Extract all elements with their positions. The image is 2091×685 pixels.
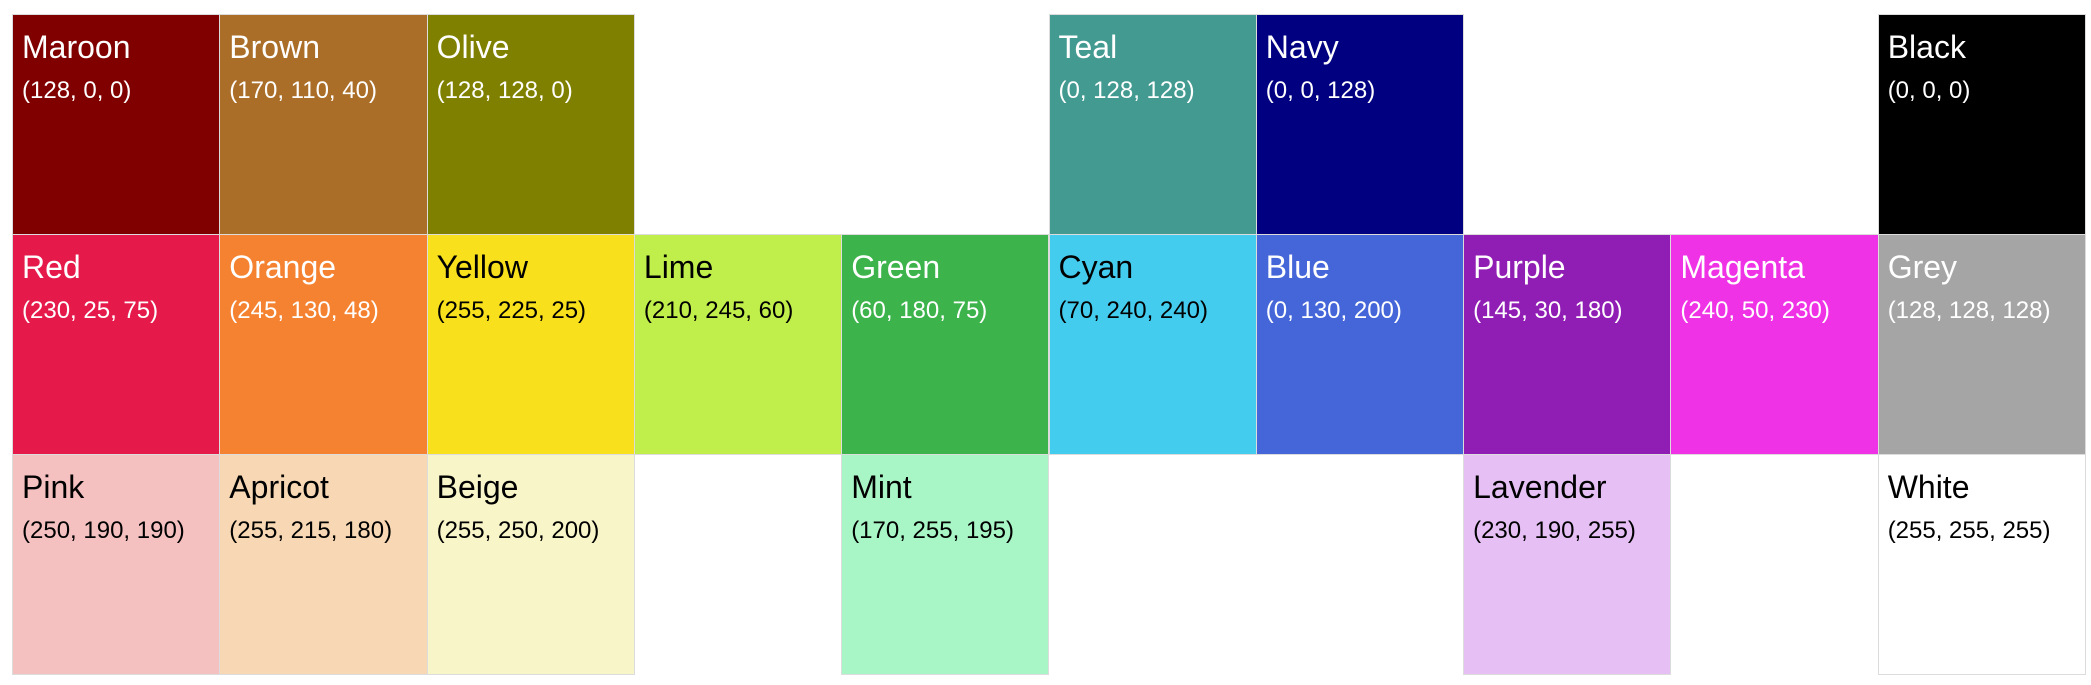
color-swatch-teal: Teal (0, 128, 128)	[1048, 14, 1257, 235]
color-swatch-cyan: Cyan (70, 240, 240)	[1048, 234, 1257, 455]
color-swatch-red: Red (230, 25, 75)	[12, 234, 221, 455]
color-swatch-purple: Purple (145, 30, 180)	[1463, 234, 1672, 455]
swatch-name: Apricot	[229, 469, 329, 505]
swatch-rgb-value: (255, 255, 255)	[1887, 517, 2051, 544]
color-swatch-green: Green (60, 180, 75)	[841, 234, 1050, 455]
swatch-name: White	[1887, 469, 1970, 505]
swatch-name: Maroon	[22, 29, 131, 65]
swatch-name: Blue	[1265, 249, 1330, 285]
swatch-name: Grey	[1887, 249, 1958, 285]
swatch-name: Mint	[851, 469, 912, 505]
swatch-name: Lime	[643, 249, 714, 285]
swatch-name: Orange	[229, 249, 337, 285]
color-swatch-white: White (255, 255, 255)	[1877, 454, 2086, 675]
color-swatch-maroon: Maroon (128, 0, 0)	[12, 14, 221, 235]
swatch-name: Magenta	[1680, 249, 1805, 285]
swatch-rgb-value: (128, 128, 0)	[436, 77, 573, 104]
color-swatch-grey: Grey (128, 128, 128)	[1877, 234, 2086, 455]
swatch-rgb-value: (250, 190, 190)	[22, 517, 185, 544]
swatch-rgb-value: (170, 110, 40)	[229, 77, 377, 104]
swatch-rgb-value: (145, 30, 180)	[1473, 297, 1623, 324]
color-swatch-apricot: Apricot (255, 215, 180)	[219, 454, 428, 675]
swatch-name: Black	[1887, 29, 1966, 65]
swatch-name: Beige	[436, 469, 519, 505]
color-swatch-brown: Brown (170, 110, 40)	[219, 14, 428, 235]
swatch-rgb-value: (70, 240, 240)	[1058, 297, 1208, 324]
swatch-name: Cyan	[1058, 249, 1134, 285]
swatch-rgb-value: (128, 0, 0)	[22, 77, 132, 104]
swatch-rgb-value: (245, 130, 48)	[229, 297, 379, 324]
color-swatch-mint: Mint (170, 255, 195)	[841, 454, 1050, 675]
color-swatch-navy: Navy (0, 0, 128)	[1255, 14, 1465, 235]
swatch-rgb-value: (170, 255, 195)	[851, 517, 1014, 544]
color-swatch-orange: Orange (245, 130, 48)	[219, 234, 428, 455]
swatch-rgb-value: (230, 190, 255)	[1473, 517, 1636, 544]
color-swatch-beige: Beige (255, 250, 200)	[426, 454, 635, 675]
color-swatch-black: Black (0, 0, 0)	[1877, 14, 2086, 235]
color-swatch-yellow: Yellow (255, 225, 25)	[426, 234, 635, 455]
swatch-name: Olive	[436, 29, 510, 65]
swatch-name: Brown	[229, 29, 320, 65]
swatch-rgb-value: (128, 128, 128)	[1887, 297, 2051, 324]
swatch-name: Red	[22, 249, 81, 285]
color-swatch-lime: Lime (210, 245, 60)	[633, 234, 843, 455]
swatch-rgb-value: (240, 50, 230)	[1680, 297, 1830, 324]
swatch-rgb-value: (60, 180, 75)	[851, 297, 988, 324]
swatch-rgb-value: (230, 25, 75)	[22, 297, 159, 324]
swatch-rgb-value: (0, 130, 200)	[1265, 297, 1402, 324]
color-swatch-magenta: Magenta (240, 50, 230)	[1670, 234, 1879, 455]
swatch-rgb-value: (255, 225, 25)	[436, 297, 587, 324]
swatch-name: Purple	[1473, 249, 1566, 285]
color-swatch-olive: Olive (128, 128, 0)	[426, 14, 635, 235]
swatch-name: Yellow	[436, 249, 528, 285]
swatch-name: Lavender	[1473, 469, 1607, 505]
swatch-name: Green	[851, 249, 941, 285]
swatch-rgb-value: (0, 0, 128)	[1265, 77, 1376, 104]
swatch-name: Pink	[22, 469, 85, 505]
color-swatch-lavender: Lavender (230, 190, 255)	[1463, 454, 1672, 675]
swatch-rgb-value: (255, 250, 200)	[436, 517, 600, 544]
swatch-name: Teal	[1058, 29, 1118, 65]
swatch-rgb-value: (0, 128, 128)	[1058, 77, 1195, 104]
swatch-rgb-value: (255, 215, 180)	[229, 517, 393, 544]
swatch-name: Navy	[1265, 29, 1339, 65]
swatch-rgb-value: (210, 245, 60)	[643, 297, 794, 324]
swatch-rgb-value: (0, 0, 0)	[1887, 77, 1971, 104]
color-swatch-blue: Blue (0, 130, 200)	[1255, 234, 1465, 455]
color-swatch-grid: Maroon (128, 0, 0) Brown (170, 110, 40) Oliv…	[12, 14, 2086, 675]
color-swatch-pink: Pink (250, 190, 190)	[12, 454, 221, 675]
